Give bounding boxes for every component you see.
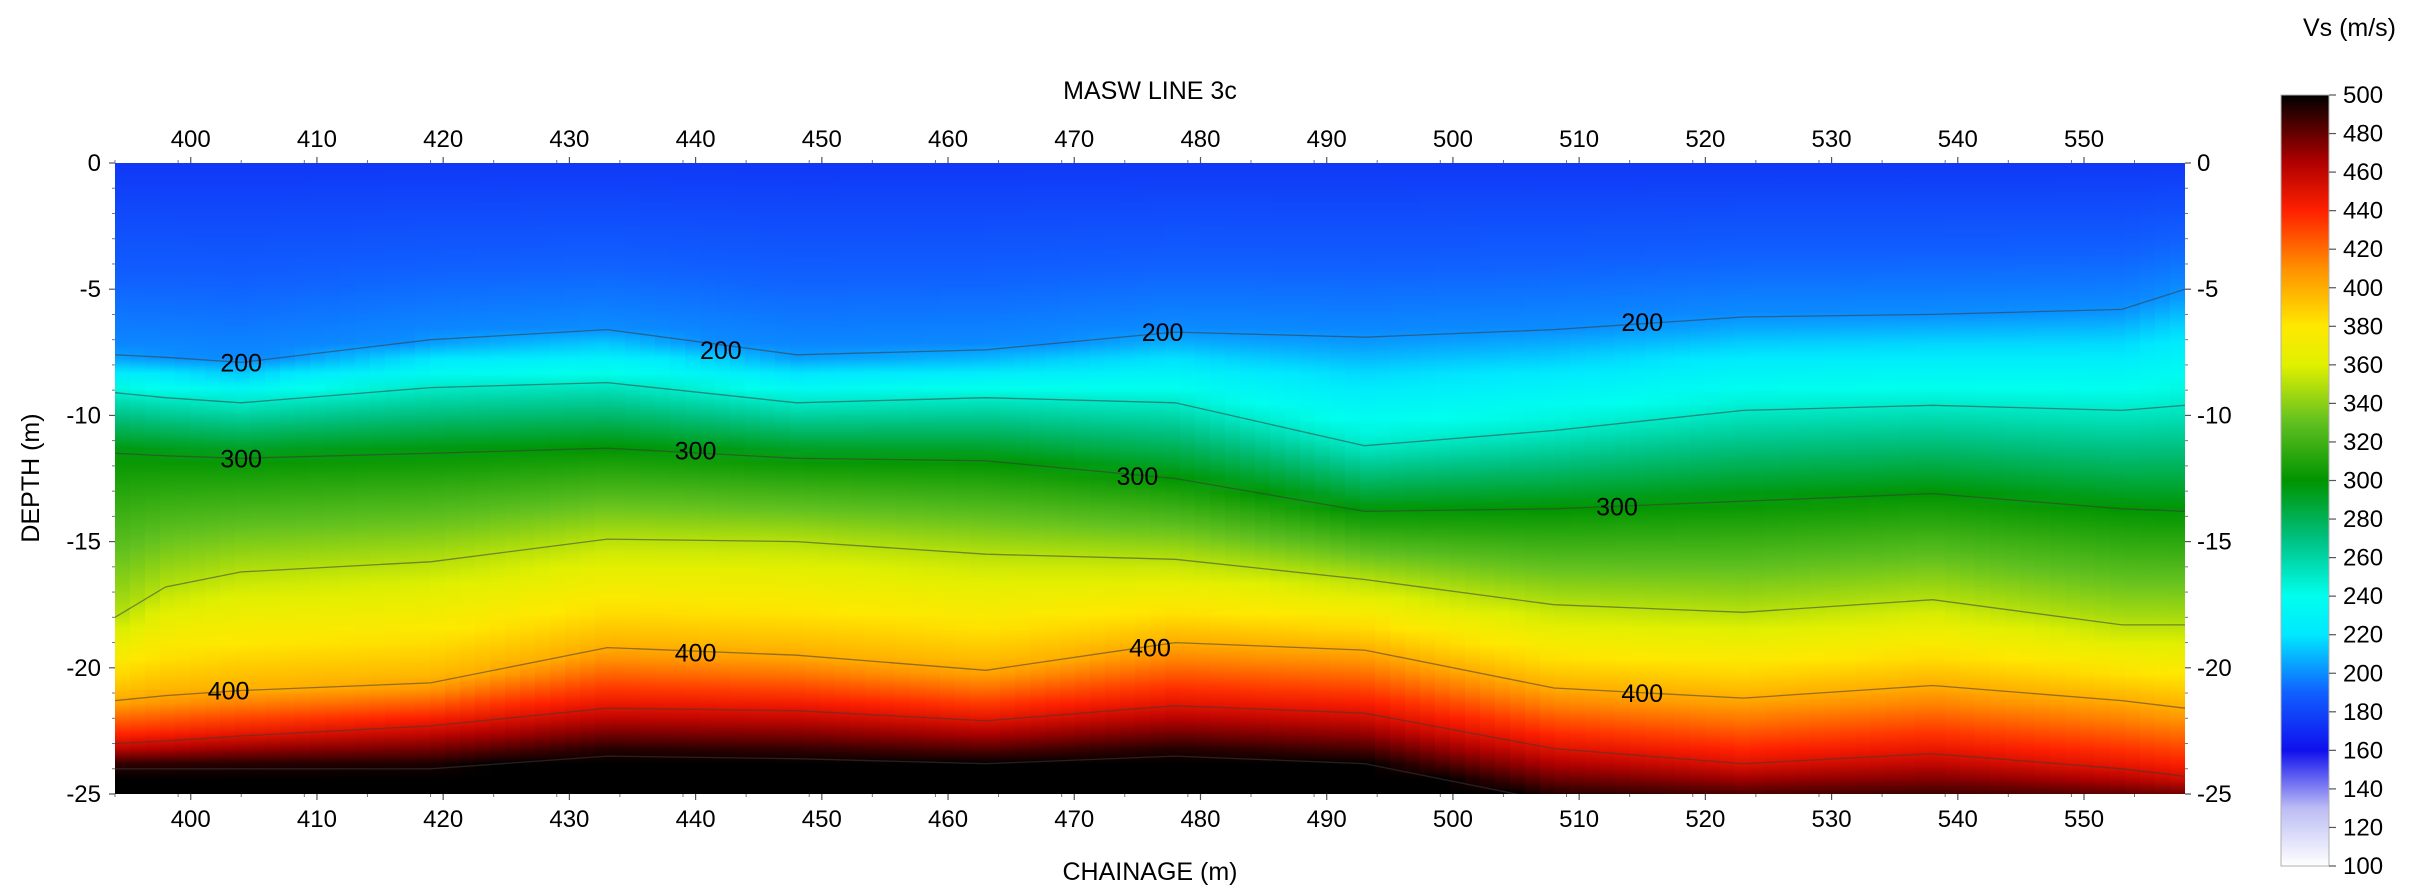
masw-chart: 200 200200 200300 300300300400400 400400 400… (17, 14, 2396, 886)
